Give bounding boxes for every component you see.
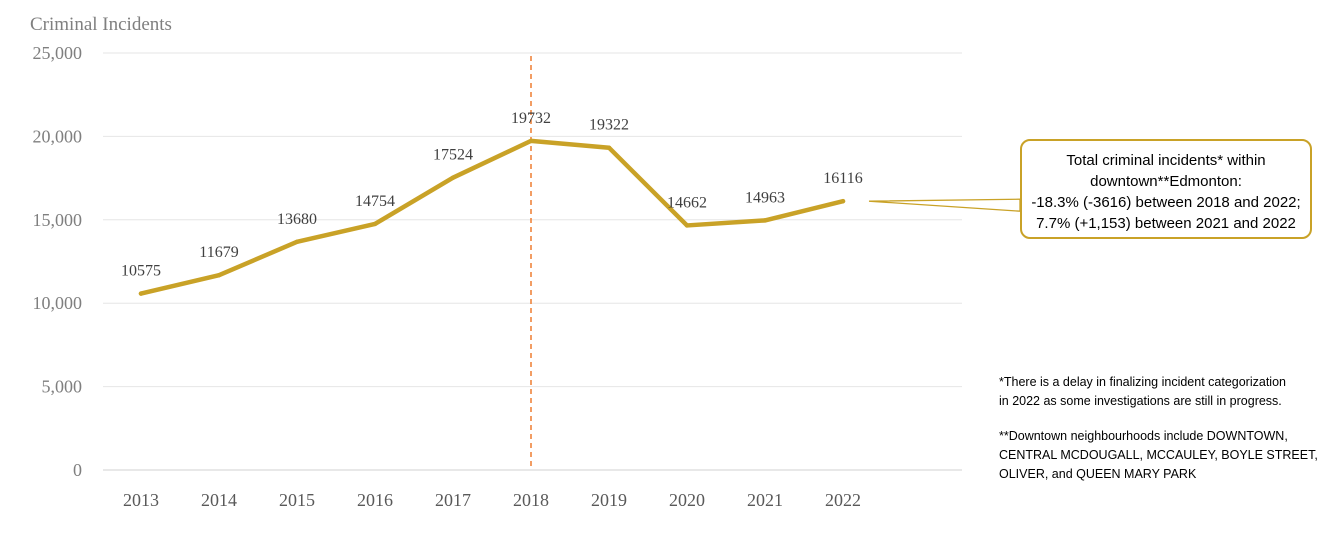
data-label: 13680 xyxy=(277,211,317,228)
data-point xyxy=(372,221,378,227)
x-tick-label: 2018 xyxy=(513,490,549,510)
x-tick-label: 2017 xyxy=(435,490,471,510)
data-label: 11679 xyxy=(199,244,238,261)
x-axis-tick-labels: 2013 2014 2015 2016 2017 2018 2019 2020 2021 2022 xyxy=(123,490,861,510)
data-label: 14754 xyxy=(355,193,395,210)
data-point xyxy=(684,223,690,228)
callout-line-4: 7.7% (+1,153) between 2021 and 2022 xyxy=(1036,215,1296,232)
data-label: 10575 xyxy=(121,263,161,280)
data-labels: 10575 11679 13680 14754 17524 19732 19322 14662… xyxy=(121,110,863,280)
gridlines xyxy=(103,52,962,471)
x-tick-label: 2016 xyxy=(357,490,393,510)
y-axis-tick-labels: 0 5,000 10,000 15,000 20,000 25,000 xyxy=(33,43,83,480)
callout-line-2: downtown**Edmonton: xyxy=(1090,173,1242,190)
data-point xyxy=(450,175,456,180)
x-tick-label: 2020 xyxy=(669,490,705,510)
x-tick-label: 2019 xyxy=(591,490,627,510)
data-label: 17524 xyxy=(433,147,473,164)
x-tick-label: 2021 xyxy=(747,490,783,510)
data-point xyxy=(216,272,222,278)
series-group xyxy=(138,138,846,296)
callout-connector-group xyxy=(868,198,1021,212)
callout-line-3: -18.3% (-3616) between 2018 and 2022; xyxy=(1031,194,1301,211)
series-line xyxy=(138,138,846,296)
y-tick-label: 0 xyxy=(73,460,82,480)
data-label: 16116 xyxy=(823,170,862,187)
data-point xyxy=(294,239,300,245)
callout-line-1: Total criminal incidents* within xyxy=(1066,152,1266,169)
data-point xyxy=(138,291,144,296)
y-tick-label: 5,000 xyxy=(42,377,83,397)
y-axis-title: Criminal Incidents xyxy=(30,14,172,35)
callout-box: Total criminal incidents* within downtow… xyxy=(1020,139,1312,239)
data-label: 14662 xyxy=(667,194,707,211)
data-label: 19732 xyxy=(511,110,551,127)
data-point xyxy=(840,198,846,204)
data-label: 19322 xyxy=(589,117,629,134)
x-tick-label: 2013 xyxy=(123,490,159,510)
y-tick-label: 20,000 xyxy=(33,126,83,146)
data-point xyxy=(528,138,534,144)
data-point xyxy=(606,145,612,150)
footnote-neighbourhoods: **Downtown neighbourhoods include DOWNTO… xyxy=(999,429,1318,481)
y-tick-label: 25,000 xyxy=(33,43,83,63)
y-tick-label: 10,000 xyxy=(33,293,83,313)
callout-connector xyxy=(868,198,1021,212)
x-tick-label: 2015 xyxy=(279,490,315,510)
y-tick-label: 15,000 xyxy=(33,210,83,230)
footnote-delay: *There is a delay in finalizing incident… xyxy=(999,375,1286,408)
data-point xyxy=(762,218,768,223)
data-label: 14963 xyxy=(745,189,785,206)
x-tick-label: 2022 xyxy=(825,490,861,510)
x-tick-label: 2014 xyxy=(201,490,237,510)
